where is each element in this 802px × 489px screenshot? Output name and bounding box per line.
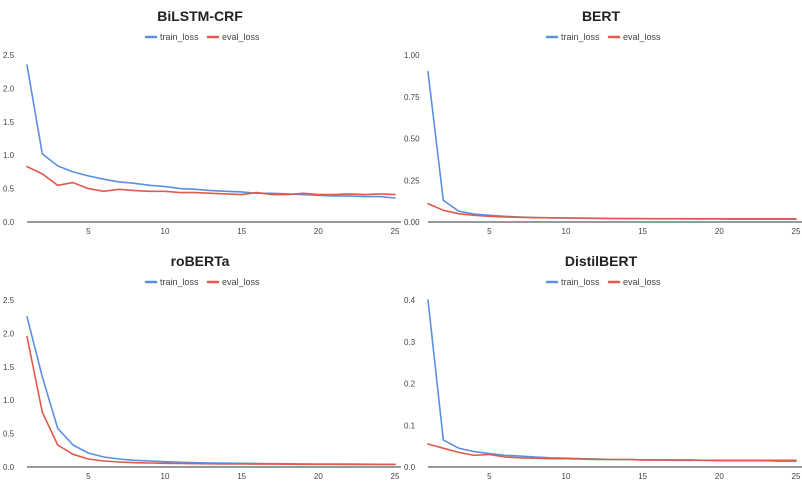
chart-legend: train_loss eval_loss xyxy=(146,277,260,287)
y-tick-label: 1.0 xyxy=(3,396,15,405)
chart-title: BERT xyxy=(582,8,621,24)
legend-label-train_loss: train_loss xyxy=(561,277,600,287)
chart-panel-3: DistilBERT train_loss eval_loss 0.0 0.1 0.2 0.… xyxy=(401,245,802,489)
y-tick-label: 0.2 xyxy=(404,380,416,389)
series-line-train_loss xyxy=(428,72,796,220)
legend-label-train_loss: train_loss xyxy=(561,32,600,42)
y-tick-label: 2.5 xyxy=(3,51,15,60)
legend-label-eval_loss: eval_loss xyxy=(222,32,260,42)
x-tick-label: 25 xyxy=(391,227,400,236)
chart-title: roBERTa xyxy=(171,253,230,269)
x-tick-label: 15 xyxy=(638,472,647,481)
chart-title: BiLSTM-CRF xyxy=(157,8,243,24)
y-tick-label: 0.5 xyxy=(3,185,15,194)
chart-legend: train_loss eval_loss xyxy=(547,277,661,287)
y-tick-label: 1.5 xyxy=(3,363,15,372)
y-tick-label: 0.1 xyxy=(404,421,416,430)
x-tick-label: 10 xyxy=(161,472,170,481)
y-tick-label: 1.0 xyxy=(3,151,15,160)
x-tick-label: 15 xyxy=(237,472,246,481)
chart-svg: roBERTa train_loss eval_loss 0.0 0.5 1.0 1.5 2.… xyxy=(0,245,401,489)
chart-panel-0: BiLSTM-CRF train_loss eval_loss 0.0 0.5 1.0 1.… xyxy=(0,0,401,244)
x-tick-label: 15 xyxy=(237,227,246,236)
x-tick-label: 20 xyxy=(715,227,724,236)
y-tick-label: 0.0 xyxy=(3,218,15,227)
x-tick-label: 20 xyxy=(314,227,323,236)
chart-legend: train_loss eval_loss xyxy=(146,32,260,42)
x-tick-label: 20 xyxy=(715,472,724,481)
legend-label-eval_loss: eval_loss xyxy=(623,32,661,42)
y-tick-label: 0.0 xyxy=(404,463,416,472)
chart-panel-2: roBERTa train_loss eval_loss 0.0 0.5 1.0 1.5 2.… xyxy=(0,245,401,489)
y-tick-label: 2.5 xyxy=(3,296,15,305)
x-tick-label: 10 xyxy=(562,472,571,481)
y-tick-label: 2.0 xyxy=(3,84,15,93)
x-tick-label: 15 xyxy=(638,227,647,236)
series-line-train_loss xyxy=(27,65,395,198)
series-line-train_loss xyxy=(27,317,395,465)
legend-label-eval_loss: eval_loss xyxy=(222,277,260,287)
x-tick-label: 10 xyxy=(562,227,571,236)
x-tick-label: 20 xyxy=(314,472,323,481)
y-tick-label: 0.4 xyxy=(404,296,416,305)
chart-title: DistilBERT xyxy=(565,253,638,269)
y-tick-label: 1.00 xyxy=(404,51,420,60)
x-tick-label: 5 xyxy=(86,472,91,481)
legend-label-train_loss: train_loss xyxy=(160,32,199,42)
legend-label-eval_loss: eval_loss xyxy=(623,277,661,287)
series-line-eval_loss xyxy=(27,337,395,465)
legend-label-train_loss: train_loss xyxy=(160,277,199,287)
chart-panel-1: BERT train_loss eval_loss 0.00 0.25 0.50 0.75 1… xyxy=(401,0,802,244)
y-tick-label: 0.0 xyxy=(3,463,15,472)
x-tick-label: 25 xyxy=(792,227,801,236)
x-tick-label: 5 xyxy=(487,227,492,236)
x-tick-label: 10 xyxy=(161,227,170,236)
y-tick-label: 1.5 xyxy=(3,118,15,127)
y-tick-label: 0.00 xyxy=(404,218,420,227)
x-tick-label: 25 xyxy=(792,472,801,481)
series-line-train_loss xyxy=(428,300,796,461)
series-line-eval_loss xyxy=(428,204,796,219)
x-tick-label: 5 xyxy=(86,227,91,236)
x-tick-label: 5 xyxy=(487,472,492,481)
chart-svg: BiLSTM-CRF train_loss eval_loss 0.0 0.5 1.0 1.… xyxy=(0,0,401,244)
y-tick-label: 0.3 xyxy=(404,338,416,347)
chart-svg: DistilBERT train_loss eval_loss 0.0 0.1 0.2 0.… xyxy=(401,245,802,489)
x-tick-label: 25 xyxy=(391,472,400,481)
y-tick-label: 0.50 xyxy=(404,135,420,144)
y-tick-label: 0.75 xyxy=(404,93,420,102)
y-tick-label: 0.25 xyxy=(404,176,420,185)
chart-legend: train_loss eval_loss xyxy=(547,32,661,42)
y-tick-label: 2.0 xyxy=(3,329,15,338)
chart-svg: BERT train_loss eval_loss 0.00 0.25 0.50 0.75 1… xyxy=(401,0,802,244)
y-tick-label: 0.5 xyxy=(3,430,15,439)
